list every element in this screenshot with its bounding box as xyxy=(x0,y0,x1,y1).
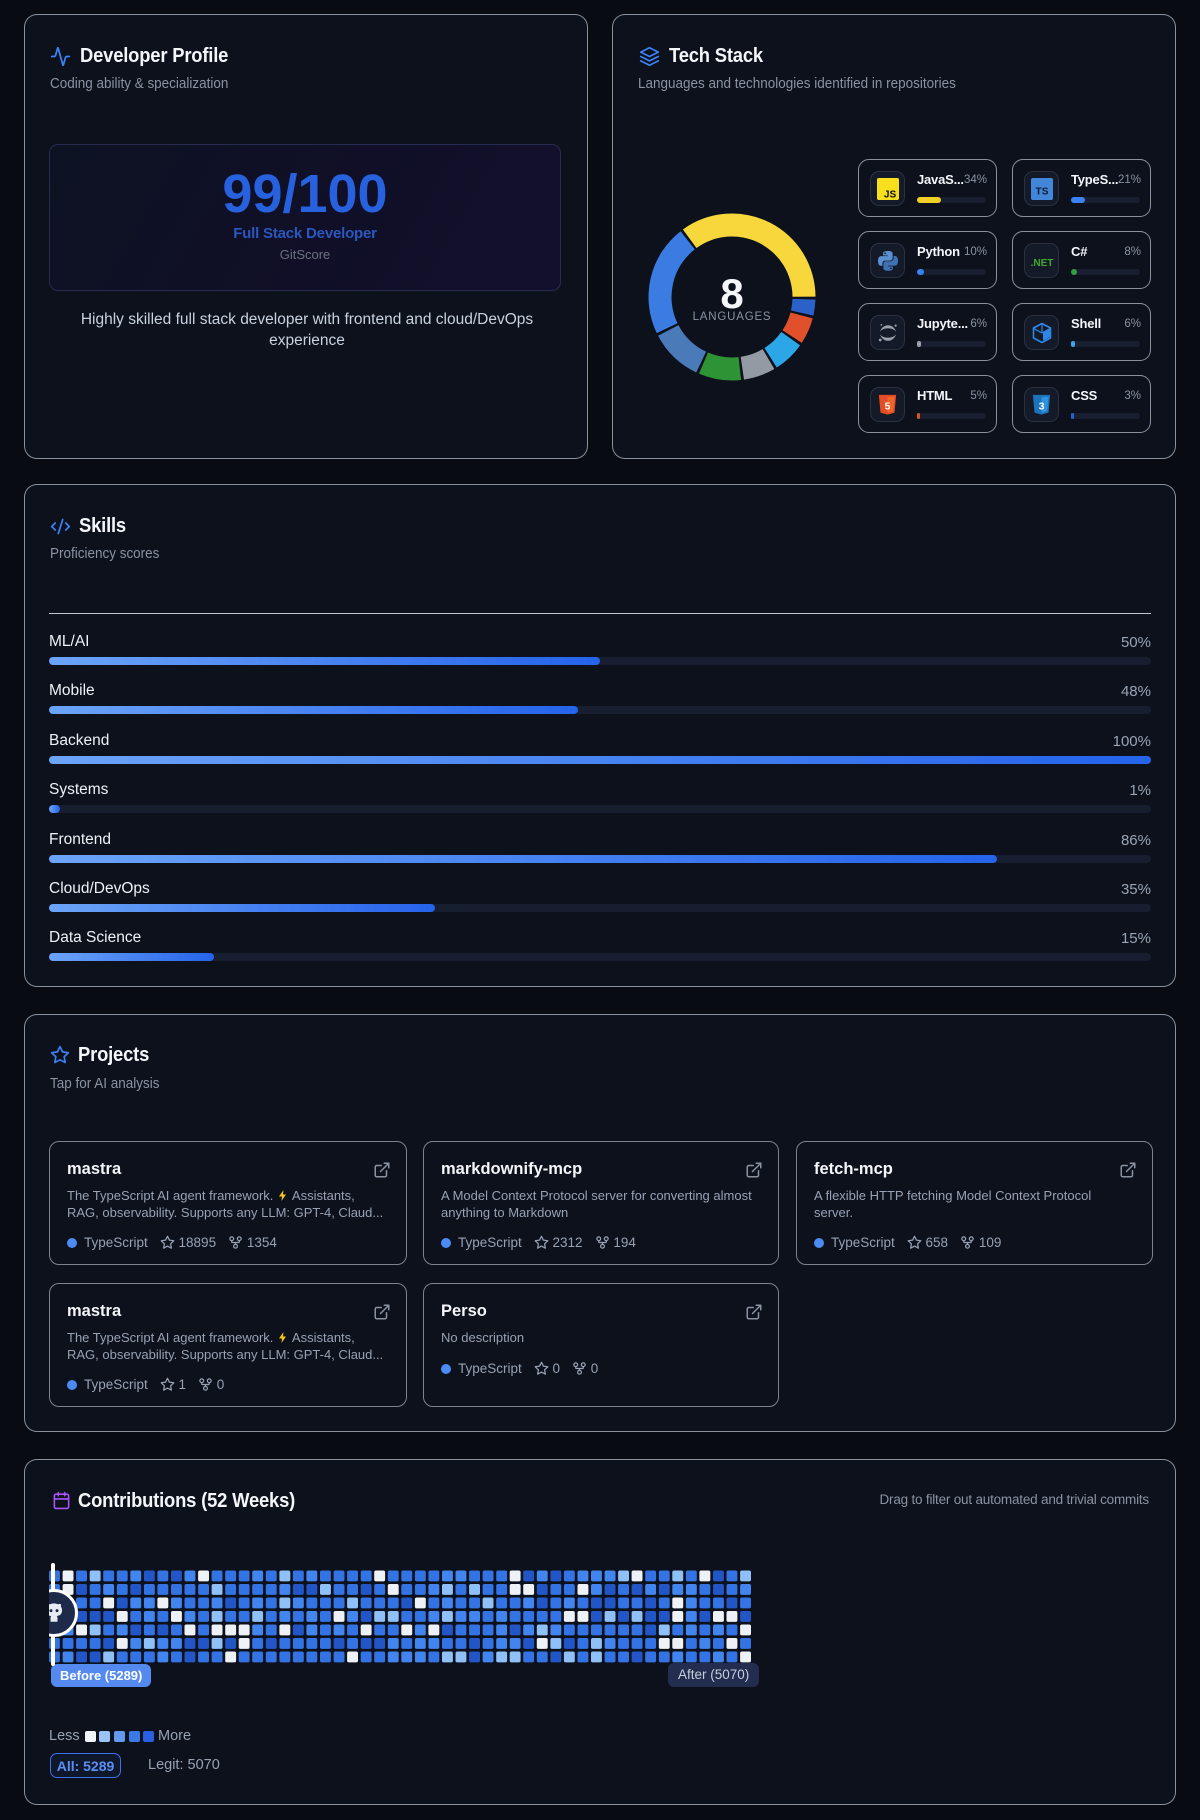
svg-text:.NET: .NET xyxy=(1030,258,1053,269)
svg-text:JS: JS xyxy=(883,189,896,200)
svg-text:TS: TS xyxy=(1035,186,1048,197)
svg-text:$: $ xyxy=(1044,332,1048,339)
svg-text:3: 3 xyxy=(1039,400,1045,412)
svg-text:5: 5 xyxy=(885,400,891,412)
